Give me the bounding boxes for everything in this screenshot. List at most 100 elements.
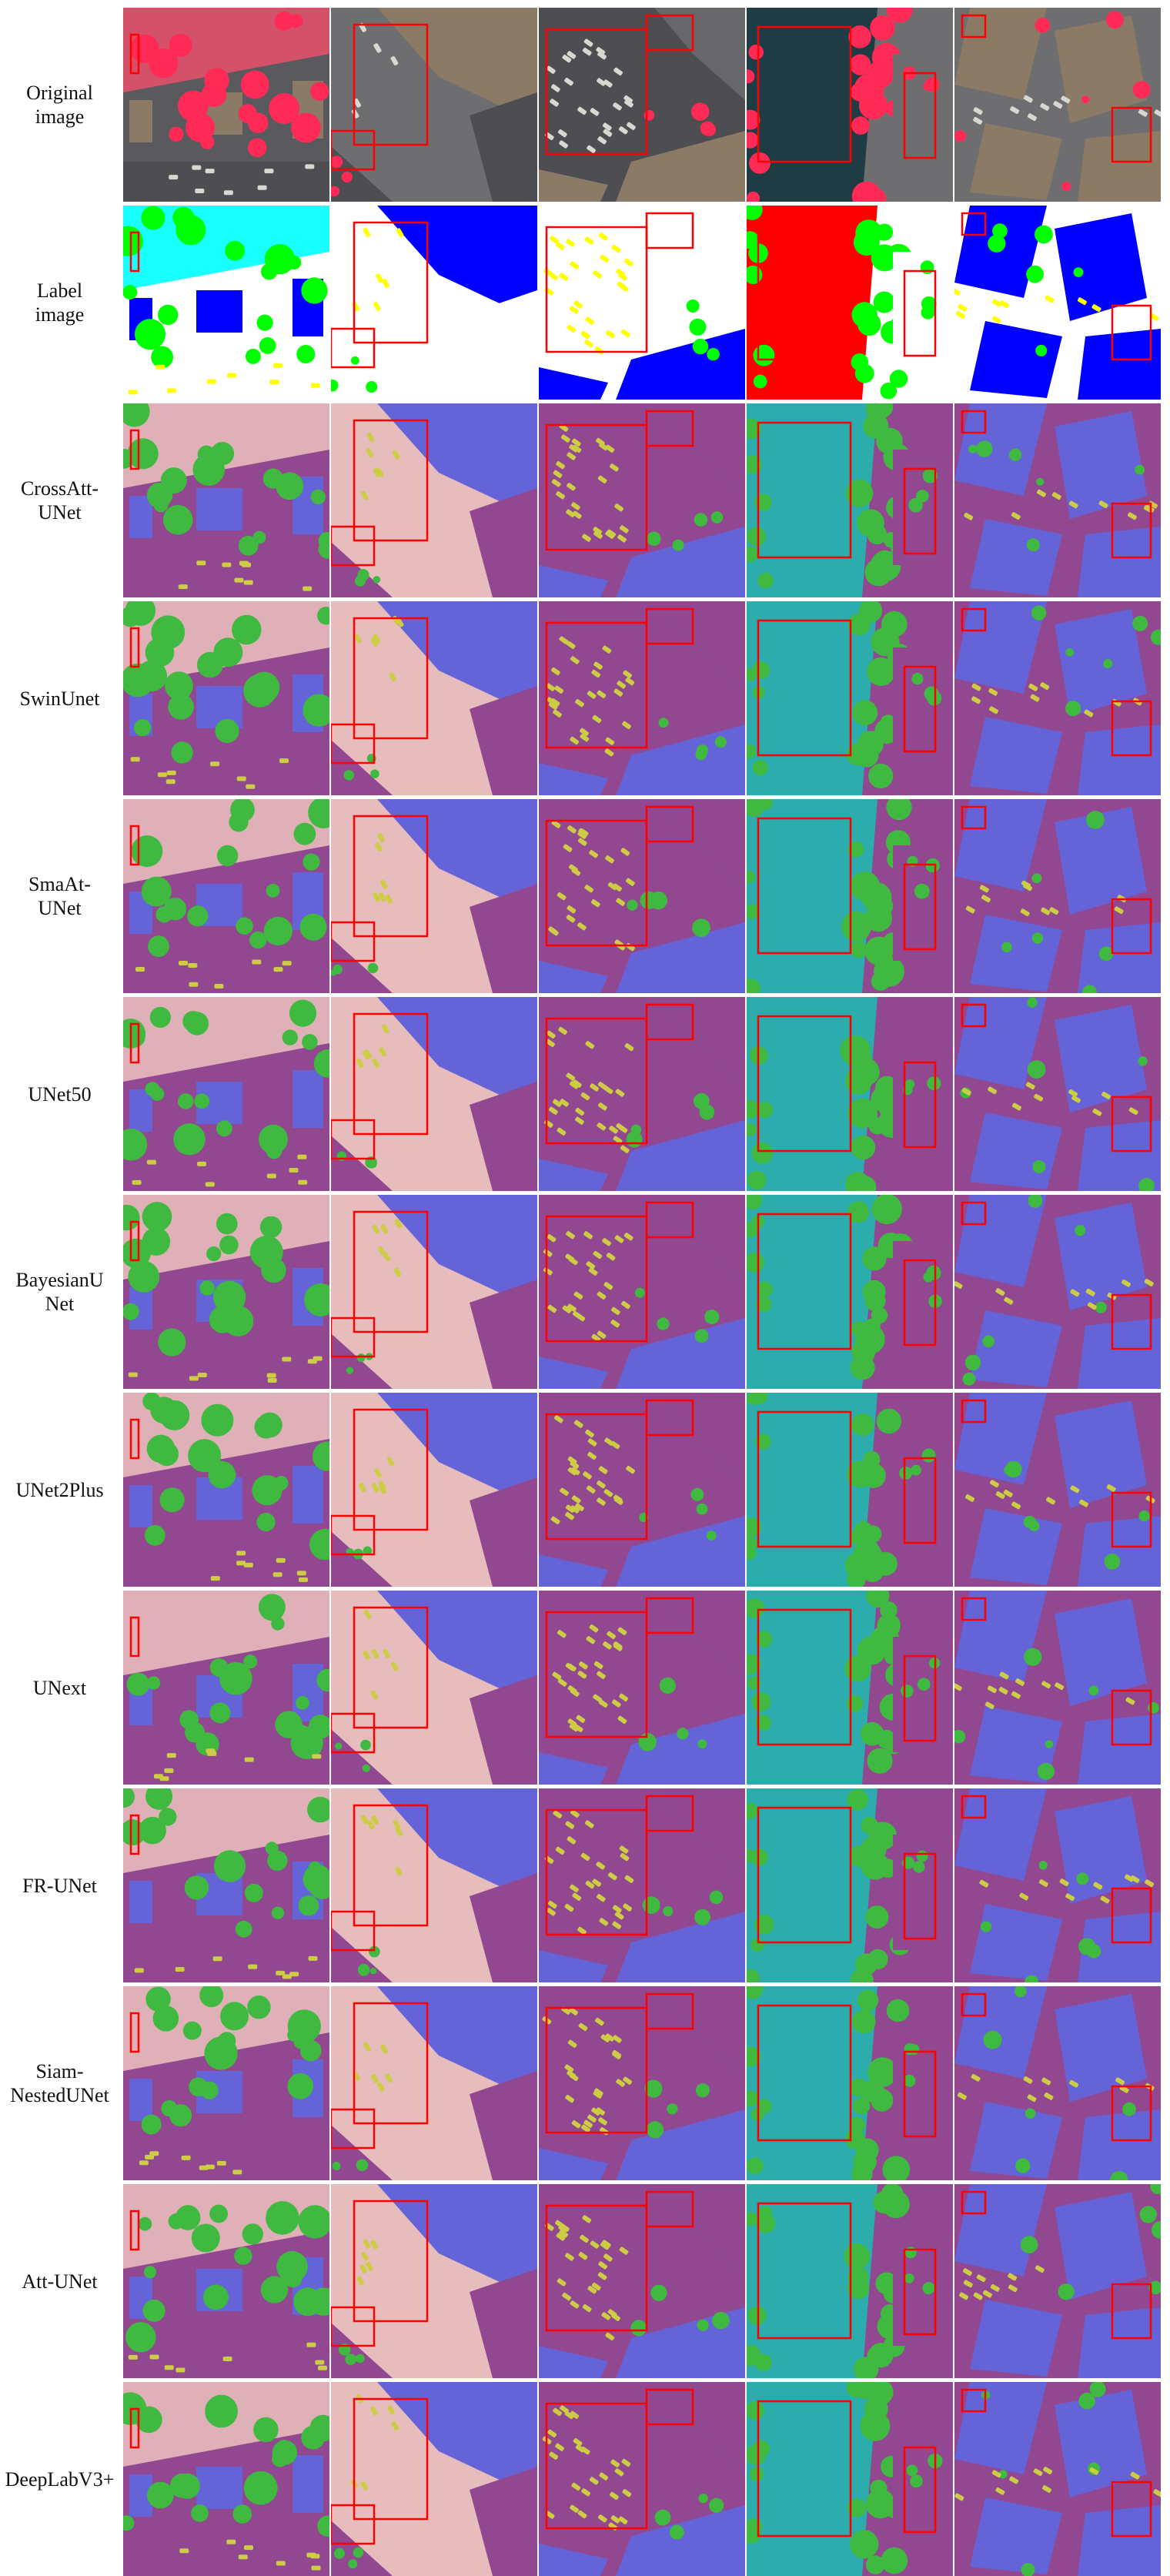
tile-graphic <box>123 206 329 400</box>
tile-graphic <box>747 601 953 795</box>
highlight-box <box>961 410 987 434</box>
tile-graphic <box>954 1195 1161 1389</box>
highlight-box <box>331 525 376 567</box>
tile-graphic <box>123 601 329 795</box>
image-tile <box>954 799 1161 993</box>
highlight-box <box>903 2248 937 2336</box>
highlight-box <box>353 419 429 542</box>
tile-graphic <box>331 2184 537 2378</box>
highlight-box <box>1111 898 1152 955</box>
highlight-box <box>545 1215 648 1343</box>
highlight-box <box>353 2002 429 2125</box>
highlight-box <box>757 1410 852 1548</box>
image-tile <box>539 1788 745 1982</box>
overlay-sheen <box>954 1195 1161 1389</box>
tile-graphic <box>954 2184 1161 2378</box>
highlight-box <box>757 2004 852 2142</box>
row-label: UNext <box>0 1591 119 1785</box>
tile-graphic <box>747 1195 953 1389</box>
highlight-box <box>1111 304 1152 361</box>
row-label-text: Att-UNet <box>22 2270 98 2293</box>
image-tile <box>331 2184 537 2378</box>
row-tiles <box>123 799 1162 993</box>
overlay-sheen <box>331 799 537 993</box>
highlight-box <box>545 2402 648 2530</box>
image-tile <box>747 997 953 1191</box>
highlight-box <box>903 863 937 951</box>
highlight-box <box>1111 502 1152 559</box>
figure-row: SwinUnet <box>0 601 1170 795</box>
overlay-sheen <box>331 403 537 597</box>
highlight-box <box>1111 1887 1152 1944</box>
figure-row: FR-UNet <box>0 1788 1170 1982</box>
highlight-box <box>545 621 648 749</box>
highlight-box <box>353 221 429 344</box>
image-tile <box>539 206 745 400</box>
tile-graphic <box>123 1986 329 2180</box>
row-label: Original image <box>0 8 119 202</box>
row-tiles <box>123 2382 1162 2576</box>
figure-row: UNet50 <box>0 997 1170 1191</box>
tile-graphic <box>954 403 1161 597</box>
row-tiles <box>123 1393 1162 1587</box>
overlay-sheen <box>331 1986 537 2180</box>
tile-graphic <box>331 1195 537 1389</box>
image-tile <box>954 1591 1161 1785</box>
highlight-box <box>645 1795 694 1832</box>
image-tile <box>954 1393 1161 1587</box>
highlight-box <box>903 1852 937 1940</box>
image-tile <box>123 2382 329 2576</box>
overlay-sheen <box>954 1788 1161 1982</box>
highlight-box <box>645 2190 694 2228</box>
tile-graphic <box>747 1591 953 1785</box>
image-tile <box>539 1195 745 1389</box>
overlay-sheen <box>954 1591 1161 1785</box>
tile-graphic <box>747 1393 953 1587</box>
row-label: Att-UNet <box>0 2184 119 2378</box>
figure-row: UNext <box>0 1591 1170 1785</box>
tile-graphic <box>331 1393 537 1587</box>
image-tile <box>954 1195 1161 1389</box>
tile-graphic <box>331 1591 537 1785</box>
tile-graphic <box>123 2184 329 2378</box>
highlight-box <box>129 1220 140 1262</box>
tile-graphic <box>123 997 329 1191</box>
image-tile <box>331 2382 537 2576</box>
highlight-box <box>129 2407 140 2449</box>
tile-graphic <box>747 2382 953 2576</box>
highlight-box <box>1111 106 1152 163</box>
figure-row: SmaAt- UNet <box>0 799 1170 993</box>
row-label-text: SwinUnet <box>19 687 100 710</box>
row-tiles <box>123 206 1162 400</box>
tile-graphic <box>539 799 745 993</box>
figure-row: Label image <box>0 206 1170 400</box>
row-label-text: BayesianU Net <box>15 1269 104 1315</box>
image-tile <box>123 1393 329 1587</box>
image-tile <box>747 1788 953 1982</box>
image-tile <box>954 601 1161 795</box>
highlight-box <box>545 2204 648 2332</box>
overlay-sheen <box>539 1393 745 1587</box>
tile-graphic <box>123 1195 329 1389</box>
figure-row: UNet2Plus <box>0 1393 1170 1587</box>
highlight-box <box>331 129 376 171</box>
highlight-box <box>757 1806 852 1944</box>
highlight-box <box>353 23 429 146</box>
image-tile <box>331 997 537 1191</box>
highlight-box <box>1111 1293 1152 1350</box>
overlay-sheen <box>539 1986 745 2180</box>
image-tile <box>954 997 1161 1191</box>
image-tile <box>747 403 953 597</box>
image-tile <box>539 997 745 1191</box>
row-tiles <box>123 1591 1162 1785</box>
image-tile <box>954 2382 1161 2576</box>
image-tile <box>747 1591 953 1785</box>
row-label: UNet2Plus <box>0 1393 119 1587</box>
overlay-sheen <box>539 799 745 993</box>
row-label: CrossAtt- UNet <box>0 403 119 597</box>
image-tile <box>954 206 1161 400</box>
highlight-box <box>961 14 987 38</box>
row-label-text: UNet2Plus <box>15 1478 104 1501</box>
highlight-box <box>757 25 852 163</box>
image-tile <box>954 1986 1161 2180</box>
